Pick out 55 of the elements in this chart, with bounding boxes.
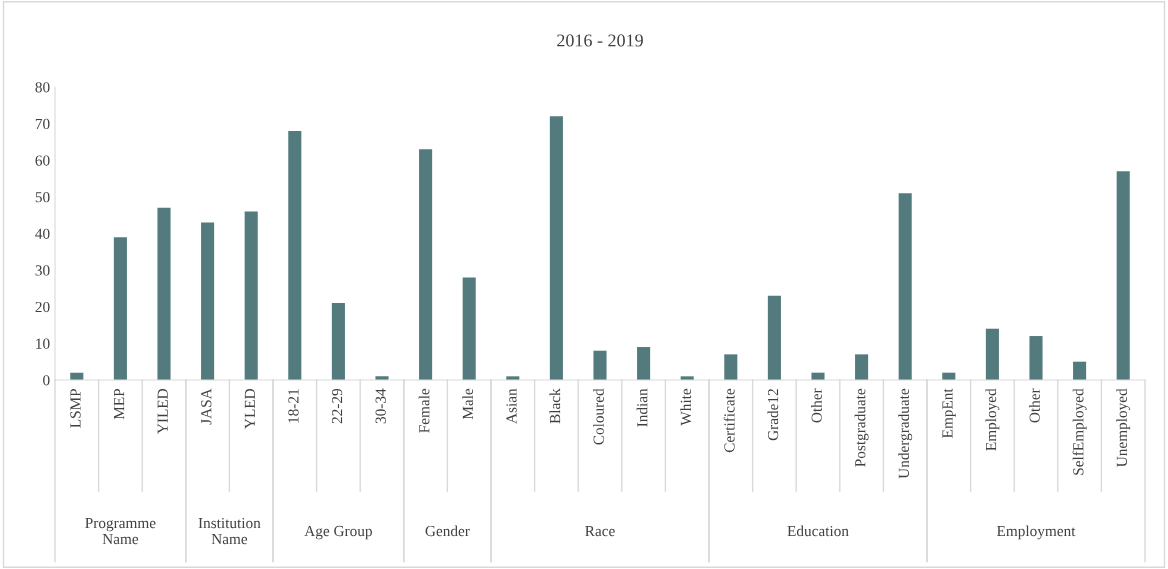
bar — [898, 193, 912, 380]
x-tick-label: YLED — [244, 388, 255, 429]
bar — [637, 347, 651, 380]
x-tick-label: Other — [811, 388, 822, 423]
x-tick-label: Undergraduate — [898, 388, 913, 479]
y-tick-label: 70 — [35, 118, 50, 130]
x-tick-label: EmpEnt — [942, 388, 956, 438]
x-tick-label: White — [680, 388, 692, 426]
y-tick-label: 10 — [36, 338, 50, 349]
y-tick-label: 20 — [35, 301, 50, 313]
x-tick-label: Other — [1029, 388, 1040, 423]
x-axis-title: Programme Name — [85, 518, 156, 545]
x-tick-label: Postgraduate — [854, 388, 869, 467]
x-tick-label: JASA — [201, 388, 212, 425]
x-tick-label: 30-34 — [375, 388, 386, 424]
x-axis-title: Race — [585, 526, 615, 537]
bar — [855, 354, 869, 380]
x-tick-label: 18-21 — [288, 389, 299, 423]
x-tick-label: LSMP — [70, 388, 81, 428]
x-tick-label: Employed — [985, 388, 1000, 451]
x-tick-label: Male — [462, 388, 474, 420]
x-tick-label: Grade12 — [767, 389, 779, 441]
x-axis-title: Institution Name — [198, 517, 261, 545]
y-tick-label: 80 — [35, 82, 50, 93]
bar — [985, 328, 999, 380]
x-axis-title: Gender — [425, 525, 470, 537]
x-tick-label: Asian — [506, 388, 517, 424]
x-tick-label: Female — [418, 388, 430, 433]
x-tick-label: Unemployed — [1116, 388, 1131, 467]
bar — [593, 350, 607, 380]
x-tick-label: Certificate — [723, 388, 735, 453]
x-tick-label: MEP — [114, 388, 125, 420]
x-tick-label: SelfEmployed — [1072, 388, 1087, 475]
y-tick-label: 40 — [35, 228, 50, 239]
x-tick-label: Coloured — [593, 388, 604, 445]
bar — [549, 116, 563, 380]
bar — [1029, 336, 1043, 380]
x-tick-label: YILED — [157, 388, 168, 434]
y-tick-label: 50 — [35, 192, 50, 203]
x-axis-title: Employment — [996, 525, 1076, 540]
x-tick-label: Indian — [636, 388, 648, 427]
y-tick-label: 0 — [43, 375, 50, 386]
x-tick-label: 22-29 — [331, 388, 343, 424]
bar — [1116, 171, 1130, 380]
x-axis-title: Education — [787, 525, 849, 537]
x-tick-label: Black — [549, 388, 561, 424]
chart-title: 2016 - 2019 — [557, 34, 643, 47]
bar — [767, 295, 781, 380]
y-tick-label: 60 — [35, 155, 50, 166]
x-axis-title: Age Group — [304, 525, 372, 540]
bar — [1073, 361, 1087, 380]
y-tick-label: 30 — [35, 265, 50, 276]
bar — [157, 207, 171, 380]
bar — [113, 237, 127, 380]
bar — [724, 354, 738, 380]
